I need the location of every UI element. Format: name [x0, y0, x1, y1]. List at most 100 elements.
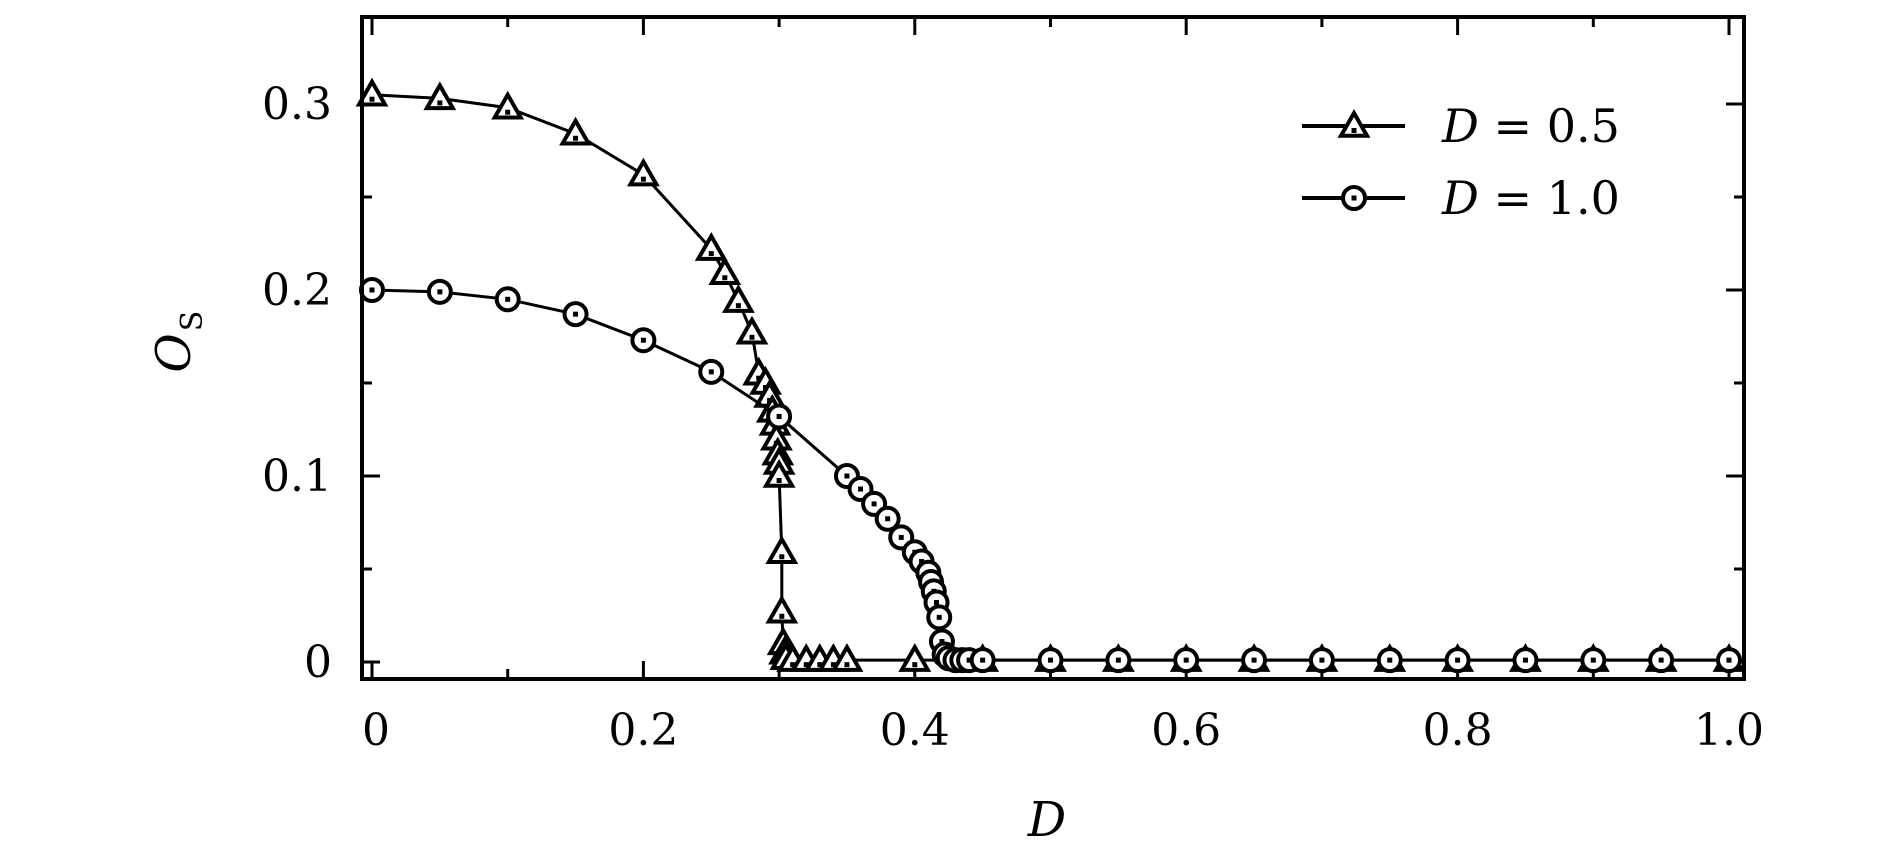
y-axis-label-group: O S	[146, 311, 210, 373]
triangle-marker	[765, 535, 799, 565]
circle-dot	[776, 413, 782, 419]
circle-marker	[698, 358, 725, 385]
circle-dot	[871, 501, 877, 507]
triangle-marker	[762, 458, 796, 488]
circle-dot	[437, 289, 443, 295]
triangle-outline	[721, 284, 755, 313]
circle-dot	[885, 516, 891, 522]
legend-circle-marker	[1341, 185, 1367, 211]
triangle-dot	[912, 662, 918, 668]
circle-marker	[874, 505, 901, 532]
x-tick-label: 0.4	[880, 705, 950, 756]
y-tick-label: 0.1	[262, 451, 332, 502]
circle-dot	[966, 657, 972, 663]
legend: D = 0.5 D = 1.0	[1302, 99, 1620, 225]
triangle-dot	[722, 275, 728, 281]
triangle-outline	[1337, 108, 1371, 138]
circle-dot	[573, 311, 579, 317]
triangle-marker	[559, 116, 592, 146]
x-tick-label: 0.2	[608, 705, 678, 756]
y-tick-label: 0.3	[262, 79, 332, 130]
y-axis-label-subscript: S	[175, 311, 210, 332]
legend-label-d-1-0: D = 1.0	[1441, 171, 1620, 225]
plot-frame	[360, 15, 1746, 681]
triangle-dot	[369, 96, 375, 102]
circle-marker	[426, 278, 453, 305]
legend-var-d-1-0: D	[1441, 171, 1479, 225]
circle-marker	[1308, 647, 1335, 674]
circle-marker	[359, 277, 385, 303]
legend-triangle	[1337, 108, 1371, 138]
circle-dot	[858, 486, 864, 492]
series-layer	[355, 77, 1746, 674]
triangle-outline	[708, 256, 742, 286]
y-tick-label: 0	[304, 637, 332, 688]
circle-dot	[640, 337, 646, 343]
circle-dot	[1351, 195, 1357, 201]
circle-marker	[766, 403, 793, 430]
axis-tick-labels: 0 0.2 0.4 0.6 0.8 1.0 0 0.1 0.2 0.3	[262, 79, 1764, 756]
triangle-marker	[355, 77, 389, 107]
triangle-dot	[844, 662, 850, 668]
x-tick-label: 0.8	[1423, 705, 1493, 756]
legend-eq-d-1-0: =	[1479, 171, 1547, 225]
circle-dot	[898, 534, 904, 540]
triangle-marker	[694, 232, 728, 261]
triangle-marker	[423, 81, 457, 111]
circle-marker	[1376, 647, 1403, 674]
triangle-marker	[765, 594, 799, 624]
circle-marker	[494, 286, 521, 313]
legend-triangle-marker	[1337, 108, 1371, 138]
circle-marker	[1037, 647, 1064, 674]
triangle-dot	[790, 662, 796, 668]
circle-dot	[1048, 657, 1053, 663]
triangle-dot	[640, 176, 646, 182]
triangle-outline	[355, 77, 389, 107]
triangle-dot	[817, 662, 823, 668]
circle-marker	[630, 327, 657, 354]
legend-val-d-0-5: 0.5	[1547, 99, 1620, 153]
circle-dot	[1522, 657, 1528, 663]
triangle-outline	[735, 315, 769, 345]
legend-eq-d-0-5: =	[1479, 99, 1547, 153]
triangle-outline	[898, 643, 932, 672]
circle-dot	[844, 473, 850, 479]
legend-var-d-0-5: D	[1441, 99, 1479, 153]
triangle-outline	[423, 81, 457, 111]
triangle-dot	[708, 251, 714, 257]
triangle-dot	[830, 662, 836, 668]
triangle-marker	[830, 643, 864, 672]
series-line	[371, 288, 1729, 662]
x-tick-label: 0	[362, 705, 390, 756]
triangle-dot	[1351, 128, 1357, 133]
triangle-outline	[491, 90, 525, 120]
triangle-marker	[708, 256, 742, 286]
triangle-outline	[762, 458, 796, 488]
circle-marker	[562, 301, 589, 328]
legend-label-d-0-5: D = 0.5	[1441, 99, 1620, 153]
triangle-marker	[491, 90, 525, 120]
y-tick-label: 0.2	[262, 265, 332, 316]
y-axis-label: O	[146, 333, 202, 372]
legend-entry-d-1-0: D = 1.0	[1302, 171, 1620, 225]
triangle-dot	[779, 554, 785, 560]
circle-marker	[1716, 647, 1742, 674]
circle-dot	[1115, 657, 1121, 663]
circle-marker	[1173, 647, 1200, 674]
triangle-marker	[626, 157, 660, 187]
triangle-dot	[803, 662, 809, 668]
circle-dot	[934, 599, 940, 605]
x-tick-label: 0.6	[1151, 705, 1221, 756]
circle-marker	[1241, 647, 1268, 674]
circle-marker	[969, 647, 996, 674]
legend-val-d-1-0: 1.0	[1547, 171, 1620, 225]
triangle-dot	[735, 303, 741, 309]
triangle-dot	[776, 478, 782, 483]
x-axis-label: D	[1027, 792, 1066, 848]
triangle-outline	[626, 157, 660, 187]
circle-dot	[1726, 657, 1732, 663]
circle-marker	[1444, 647, 1471, 674]
legend-entry-d-0-5: D = 0.5	[1302, 99, 1620, 153]
circle-dot	[1387, 657, 1393, 663]
